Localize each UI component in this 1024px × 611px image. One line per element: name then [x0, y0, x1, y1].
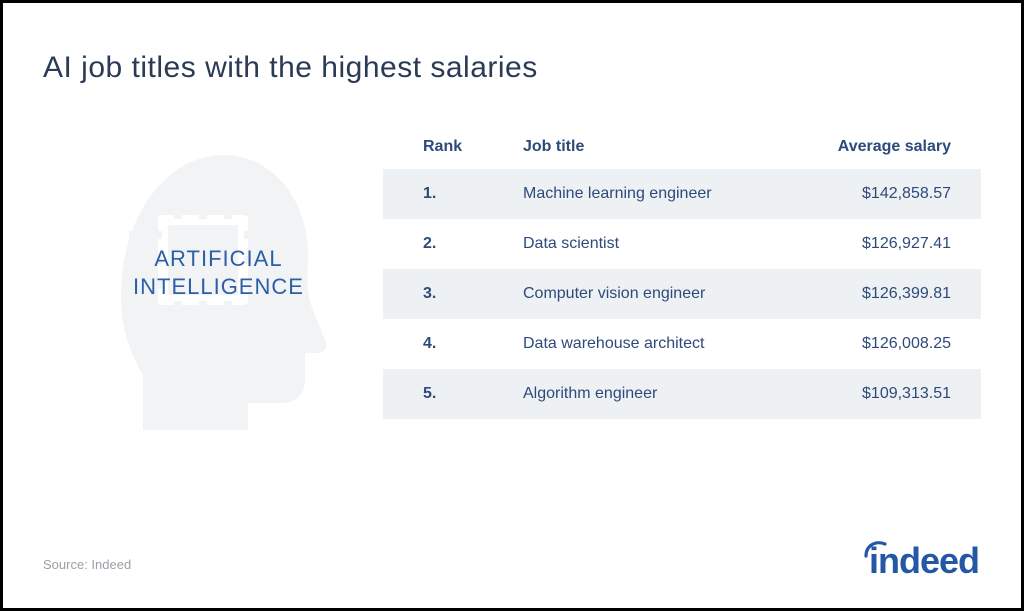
cell-jobtitle: Algorithm engineer	[523, 385, 781, 403]
cell-jobtitle: Computer vision engineer	[523, 285, 781, 303]
table-header: Rank Job title Average salary	[383, 125, 981, 169]
cell-salary: $126,008.25	[781, 335, 961, 353]
table-row: 2.Data scientist$126,927.41	[383, 219, 981, 269]
cell-salary: $142,858.57	[781, 185, 961, 203]
cell-salary: $109,313.51	[781, 385, 961, 403]
col-rank: Rank	[403, 138, 523, 156]
cell-rank: 3.	[403, 285, 523, 303]
infographic-frame: AI job titles with the highest salaries	[0, 0, 1024, 611]
table-body: 1.Machine learning engineer$142,858.572.…	[383, 169, 981, 419]
cell-jobtitle: Data warehouse architect	[523, 335, 781, 353]
indeed-logo-arc-icon	[863, 538, 887, 562]
ai-label: ARTIFICIAL INTELLIGENCE	[133, 245, 304, 300]
cell-salary: $126,399.81	[781, 285, 961, 303]
salary-table: Rank Job title Average salary 1.Machine …	[383, 125, 981, 445]
col-salary: Average salary	[781, 138, 961, 156]
cell-rank: 4.	[403, 335, 523, 353]
ai-label-line2: INTELLIGENCE	[133, 273, 304, 301]
table-row: 3.Computer vision engineer$126,399.81	[383, 269, 981, 319]
page-title: AI job titles with the highest salaries	[43, 51, 981, 85]
cell-rank: 5.	[403, 385, 523, 403]
cell-jobtitle: Machine learning engineer	[523, 185, 781, 203]
cell-jobtitle: Data scientist	[523, 235, 781, 253]
cell-salary: $126,927.41	[781, 235, 961, 253]
indeed-logo: indeed	[869, 540, 979, 582]
table-row: 4.Data warehouse architect$126,008.25	[383, 319, 981, 369]
cell-rank: 1.	[403, 185, 523, 203]
left-graphic-panel: ARTIFICIAL INTELLIGENCE	[43, 125, 383, 445]
table-row: 1.Machine learning engineer$142,858.57	[383, 169, 981, 219]
table-row: 5.Algorithm engineer$109,313.51	[383, 369, 981, 419]
ai-label-line1: ARTIFICIAL	[133, 245, 304, 273]
cell-rank: 2.	[403, 235, 523, 253]
content-row: ARTIFICIAL INTELLIGENCE Rank Job title A…	[43, 125, 981, 445]
source-attribution: Source: Indeed	[43, 557, 131, 572]
col-jobtitle: Job title	[523, 138, 781, 156]
